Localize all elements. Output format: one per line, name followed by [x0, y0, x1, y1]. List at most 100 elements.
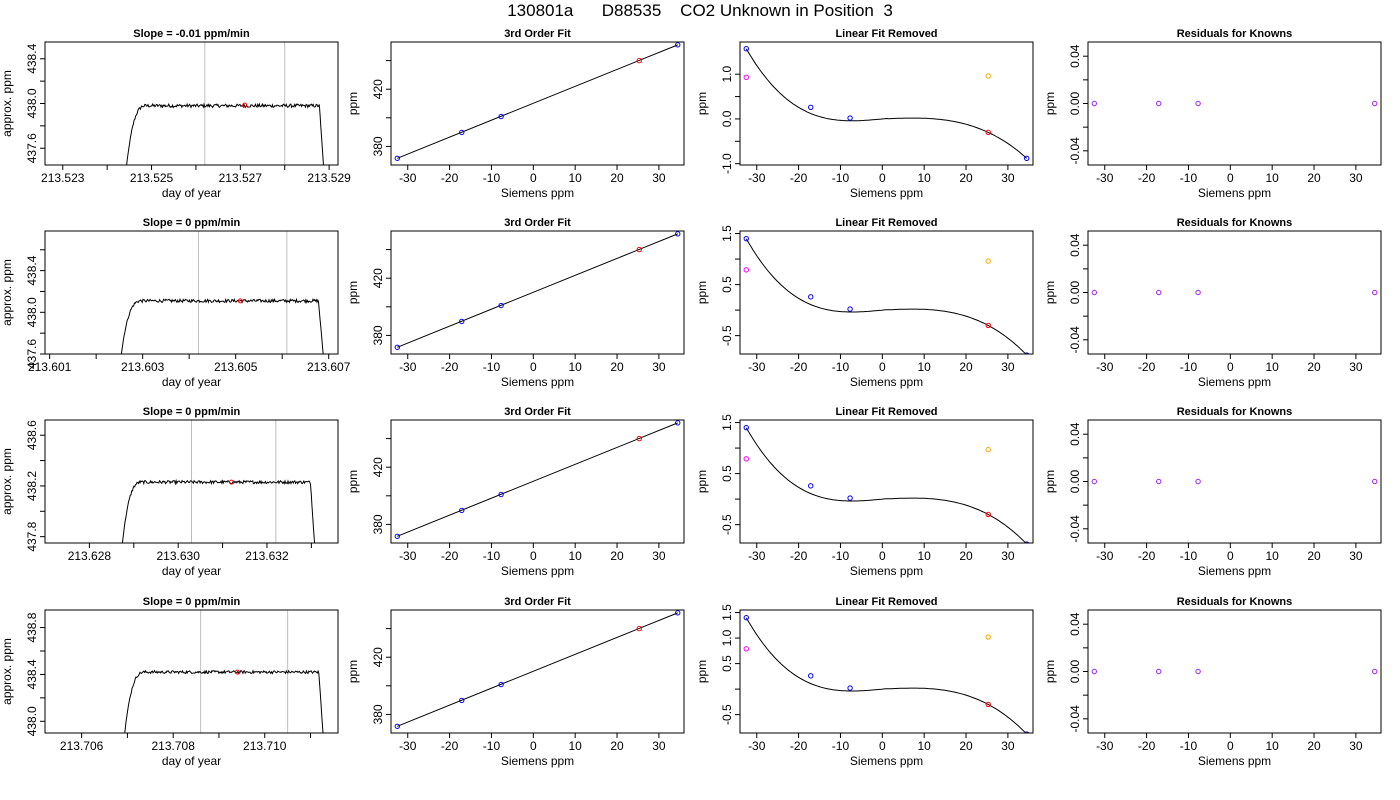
x-tick-label: 213.630 [156, 549, 200, 563]
data-point [675, 420, 681, 426]
y-tick-label: 380 [371, 136, 385, 156]
x-tick-label: 0 [879, 739, 886, 753]
data-point [498, 681, 504, 688]
y-axis-label: ppm [695, 92, 709, 115]
x-axis-label: Siemens ppm [1198, 754, 1271, 768]
y-tick-label: 438.2 [25, 471, 39, 501]
cubic-curve [745, 617, 1027, 733]
data-point [1024, 541, 1030, 543]
plot-data [120, 231, 324, 354]
plot-frame [44, 41, 339, 166]
x-tick-label: 20 [959, 739, 973, 753]
data-point [808, 673, 814, 679]
data-point [1024, 731, 1030, 733]
y-axis-label: approx. ppm [0, 70, 14, 137]
y-tick-label: 0.0 [720, 110, 734, 127]
panel-time-series-row2: Slope = 0 ppm/min day of year approx. ppm 2… [0, 217, 351, 389]
fit-line [397, 422, 678, 537]
x-tick-label: 20 [959, 171, 973, 185]
y-tick-label: 1.0 [720, 66, 734, 83]
y-axis-label: ppm [1043, 281, 1057, 304]
data-point [985, 511, 991, 518]
y-axis-label: ppm [695, 470, 709, 493]
panel-fit-row2: 3rd Order Fit Siemens ppm ppm -30 -20 -10 0 10 2… [346, 217, 685, 389]
plot-frame [390, 41, 685, 166]
x-tick-label: 213.628 [68, 549, 112, 563]
panel-title: Residuals for Knowns [1177, 217, 1293, 229]
x-tick-label: 30 [1001, 549, 1015, 563]
x-tick-label: 20 [610, 360, 624, 374]
x-tick-label: 0 [530, 171, 537, 185]
y-tick-label: 438.4 [25, 659, 39, 689]
x-tick-label: 0 [530, 549, 537, 563]
plot-data [394, 42, 681, 161]
y-tick-label: -0.04 [1068, 515, 1082, 543]
y-tick-label: 420 [371, 457, 385, 477]
data-point [498, 491, 504, 498]
figure-title: 130801a D88535 CO2 Unknown in Position 3 [507, 1, 893, 20]
y-axis-label: ppm [695, 660, 709, 683]
y-tick-label: 1.5 [720, 604, 734, 621]
x-tick-label: -10 [483, 171, 501, 185]
data-point [985, 129, 991, 136]
y-tick-label: 1.5 [720, 414, 734, 431]
data-point [808, 294, 814, 300]
panel-title: Slope = 0 ppm/min [143, 406, 241, 418]
x-tick-label: 213.708 [151, 739, 195, 753]
x-tick-label: 30 [1349, 171, 1363, 185]
y-axis-label: ppm [346, 281, 360, 304]
plot-data [1091, 668, 1378, 675]
data-point [1195, 289, 1201, 296]
x-tick-label: 30 [652, 360, 666, 374]
x-tick-label: -30 [399, 549, 417, 563]
x-tick-label: 213.603 [121, 360, 165, 374]
x-tick-label: 0 [879, 549, 886, 563]
x-axis-label: Siemens ppm [501, 375, 574, 389]
x-tick-label: 0 [1227, 739, 1234, 753]
x-tick-label: 20 [959, 360, 973, 374]
data-point [1156, 668, 1162, 675]
y-tick-label: 437.6 [25, 339, 39, 369]
x-tick-label: 10 [917, 360, 931, 374]
data-point [1372, 289, 1378, 296]
panel-title: Linear Fit Removed [835, 406, 937, 418]
y-tick-label: -0.04 [1068, 326, 1082, 354]
sample-marker [242, 102, 248, 108]
x-tick-label: 20 [1307, 171, 1321, 185]
panel-title: 3rd Order Fit [504, 217, 571, 229]
data-point [808, 104, 814, 111]
x-tick-label: -20 [1138, 360, 1156, 374]
x-tick-label: -30 [399, 739, 417, 753]
data-point [459, 507, 465, 514]
data-point [743, 74, 749, 81]
sample-marker [237, 298, 243, 304]
data-point [675, 231, 681, 237]
x-tick-label: -10 [483, 549, 501, 563]
panel-title: Slope = 0 ppm/min [143, 217, 241, 229]
panel-linear-removed-row1: Linear Fit Removed Siemens ppm ppm -30 -20 -1… [695, 28, 1034, 200]
trace-line [121, 478, 316, 543]
x-axis-label: day of year [162, 375, 221, 389]
x-tick-label: -10 [832, 739, 850, 753]
x-tick-label: -30 [748, 171, 766, 185]
data-point [985, 634, 991, 640]
plot-data [743, 46, 1030, 161]
panel-title: Linear Fit Removed [835, 596, 937, 608]
panel-title: 3rd Order Fit [504, 406, 571, 418]
y-tick-label: 380 [371, 514, 385, 534]
plot-data [743, 235, 1030, 354]
data-point [1156, 289, 1162, 296]
y-tick-label: 0.5 [720, 465, 734, 482]
x-tick-label: 213.632 [245, 549, 289, 563]
panel-linear-removed-row2: Linear Fit Removed Siemens ppm ppm -30 -20 -1… [695, 217, 1034, 389]
y-tick-label: 438.6 [25, 420, 39, 450]
x-tick-label: 213.710 [243, 739, 287, 753]
data-point [985, 322, 991, 329]
y-tick-label: 0.04 [1068, 612, 1082, 636]
y-tick-label: 1.0 [720, 629, 734, 646]
x-tick-label: -10 [832, 549, 850, 563]
y-tick-label: 0.5 [720, 276, 734, 293]
y-axis-label: approx. ppm [0, 259, 14, 326]
panel-time-series-row3: Slope = 0 ppm/min day of year approx. ppm 2… [0, 406, 339, 578]
x-tick-label: 0 [1227, 549, 1234, 563]
